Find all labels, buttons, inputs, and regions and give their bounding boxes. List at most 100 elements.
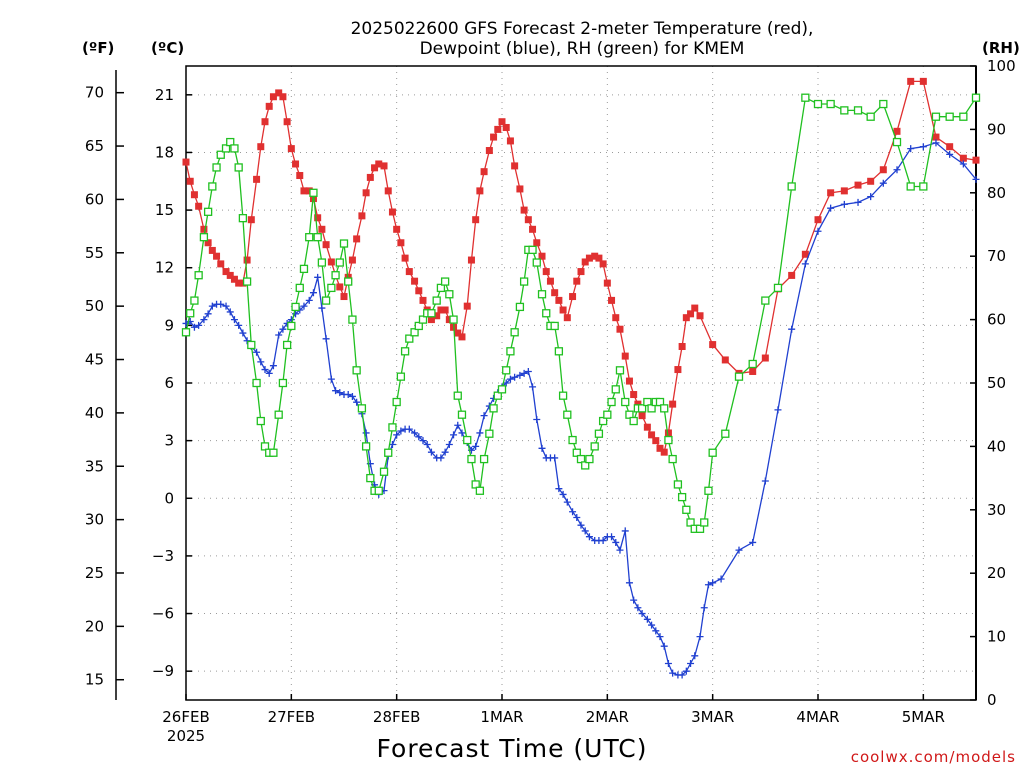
temperature-point bbox=[358, 212, 366, 220]
dewpoint-point bbox=[972, 175, 980, 183]
relative_humidity-point bbox=[432, 296, 441, 305]
relative_humidity-point bbox=[186, 309, 195, 318]
relative_humidity-point bbox=[321, 296, 331, 305]
temperature-point bbox=[485, 147, 493, 155]
temperature-point bbox=[397, 239, 405, 247]
dewpoint-point bbox=[879, 179, 887, 187]
temperature-series bbox=[182, 77, 980, 456]
temperature-point bbox=[213, 252, 221, 260]
relative_humidity-point bbox=[427, 309, 436, 318]
dewpoint-point bbox=[450, 431, 458, 439]
relative_humidity-point bbox=[208, 182, 217, 191]
dewpoint-point bbox=[239, 329, 247, 337]
temperature-point bbox=[687, 310, 695, 318]
dewpoint-point bbox=[638, 610, 646, 618]
relative_humidity-point bbox=[695, 524, 705, 533]
relative_humidity-point bbox=[603, 410, 612, 419]
temperature-point bbox=[682, 314, 690, 322]
temperature-point bbox=[195, 202, 203, 210]
temperature-point bbox=[371, 164, 379, 172]
relative_humidity-point bbox=[625, 410, 634, 419]
relative_humidity-point bbox=[959, 112, 968, 121]
fahrenheit-tick-label: 40 bbox=[85, 404, 104, 422]
dewpoint-point bbox=[959, 160, 967, 168]
relative_humidity-point bbox=[414, 321, 423, 331]
grid bbox=[186, 66, 976, 700]
temperature-point bbox=[559, 306, 567, 314]
temperature-point bbox=[516, 185, 524, 193]
relative_humidity-point bbox=[485, 429, 494, 438]
temperature-point bbox=[638, 412, 646, 420]
dewpoint-point bbox=[867, 193, 875, 201]
relative_humidity-point bbox=[594, 429, 604, 438]
temperature-point bbox=[656, 444, 664, 452]
rh-tick-label: 0 bbox=[987, 691, 997, 709]
relative_humidity-point bbox=[621, 397, 630, 407]
temperature-point bbox=[362, 189, 370, 197]
relative_humidity-point bbox=[813, 99, 823, 109]
chart-title-line2: Dewpoint (blue), RH (green) for KMEM bbox=[420, 39, 745, 59]
time-tick-label: 5MAR bbox=[902, 708, 945, 726]
relative_humidity-point bbox=[238, 214, 248, 223]
temperature-point bbox=[441, 306, 449, 314]
temperature-point bbox=[577, 268, 585, 276]
time-tick-year-label: 2025 bbox=[167, 727, 205, 745]
temperature-point bbox=[217, 260, 225, 268]
temperature-point bbox=[327, 258, 335, 266]
dewpoint-point bbox=[749, 538, 757, 546]
temperature-point bbox=[472, 216, 480, 224]
temperature-point bbox=[634, 400, 642, 408]
fahrenheit-tick-label: 50 bbox=[85, 297, 104, 315]
relative_humidity-point bbox=[853, 106, 863, 115]
dewpoint-point bbox=[573, 513, 581, 521]
temperature-point bbox=[721, 356, 729, 364]
relative_humidity-point bbox=[866, 112, 875, 121]
relative_humidity-point bbox=[475, 486, 485, 495]
relative_humidity-point bbox=[457, 410, 467, 419]
temperature-point bbox=[235, 279, 243, 287]
dewpoint-point bbox=[458, 429, 466, 437]
relative_humidity-point bbox=[840, 106, 849, 115]
dewpoint-point bbox=[840, 200, 848, 208]
relative_humidity-point bbox=[181, 328, 191, 337]
temperature-point bbox=[230, 275, 238, 283]
relative_humidity-point bbox=[313, 233, 322, 242]
temperature-point bbox=[322, 241, 330, 249]
relative_humidity-point bbox=[339, 239, 349, 248]
temperature-point bbox=[801, 250, 809, 258]
temperature-point bbox=[625, 377, 633, 385]
rh-tick-label: 100 bbox=[987, 57, 1016, 75]
relative_humidity-point bbox=[418, 315, 428, 324]
relative_humidity-point bbox=[637, 404, 647, 413]
temperature-point bbox=[867, 177, 875, 185]
relative_humidity-point bbox=[384, 448, 393, 457]
relative_humidity-point bbox=[317, 258, 327, 267]
time-tick-label: 26FEB bbox=[162, 708, 209, 726]
dewpoint-point bbox=[419, 437, 427, 445]
dewpoint-point bbox=[520, 369, 528, 377]
relative_humidity-point bbox=[682, 505, 691, 514]
dewpoint-point bbox=[190, 323, 198, 331]
dewpoint-point bbox=[516, 371, 524, 379]
temperature-point bbox=[336, 283, 344, 291]
fahrenheit-unit-label: (ºF) bbox=[82, 39, 114, 57]
temperature-point bbox=[907, 77, 915, 85]
time-tick-label: 28FEB bbox=[373, 708, 420, 726]
temperature-point bbox=[405, 268, 413, 276]
relative_humidity-point bbox=[506, 347, 515, 356]
temperature-point bbox=[265, 102, 273, 110]
dewpoint-point bbox=[538, 444, 546, 452]
dewpoint-point bbox=[511, 373, 519, 381]
relative_humidity-series bbox=[181, 93, 981, 533]
temperature-point bbox=[222, 268, 230, 276]
series-layer bbox=[181, 77, 981, 679]
temperature-point bbox=[840, 187, 848, 195]
relative_humidity-point bbox=[801, 93, 810, 102]
dewpoint-point bbox=[348, 392, 356, 400]
dewpoint-point bbox=[257, 358, 265, 366]
fahrenheit-tick-label: 15 bbox=[85, 671, 104, 689]
time-tick-label: 3MAR bbox=[691, 708, 734, 726]
dewpoint-point bbox=[529, 383, 537, 391]
relative_humidity-point bbox=[686, 518, 695, 527]
fahrenheit-tick-label: 65 bbox=[85, 137, 104, 155]
